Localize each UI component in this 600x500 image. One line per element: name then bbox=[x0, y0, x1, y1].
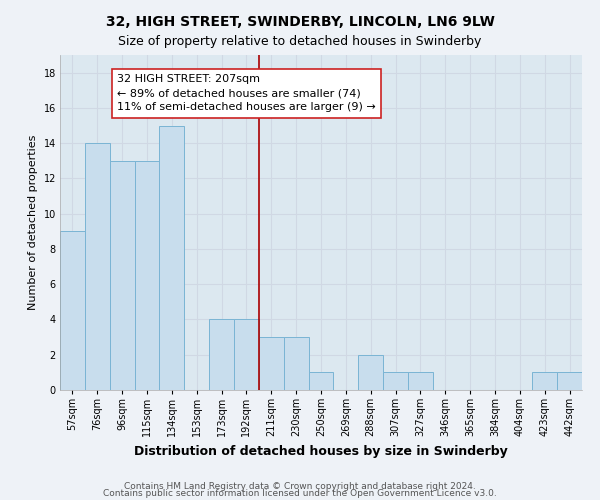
Bar bbox=[160, 126, 184, 390]
Text: Size of property relative to detached houses in Swinderby: Size of property relative to detached ho… bbox=[118, 35, 482, 48]
Bar bbox=[259, 337, 284, 390]
Bar bbox=[408, 372, 433, 390]
Bar bbox=[383, 372, 408, 390]
X-axis label: Distribution of detached houses by size in Swinderby: Distribution of detached houses by size … bbox=[134, 444, 508, 458]
Bar bbox=[110, 161, 134, 390]
Bar bbox=[284, 337, 308, 390]
Text: Contains public sector information licensed under the Open Government Licence v3: Contains public sector information licen… bbox=[103, 490, 497, 498]
Bar bbox=[308, 372, 334, 390]
Text: Contains HM Land Registry data © Crown copyright and database right 2024.: Contains HM Land Registry data © Crown c… bbox=[124, 482, 476, 491]
Bar bbox=[134, 161, 160, 390]
Text: 32, HIGH STREET, SWINDERBY, LINCOLN, LN6 9LW: 32, HIGH STREET, SWINDERBY, LINCOLN, LN6… bbox=[106, 15, 494, 29]
Bar bbox=[209, 320, 234, 390]
Bar bbox=[532, 372, 557, 390]
Bar bbox=[358, 354, 383, 390]
Bar bbox=[234, 320, 259, 390]
Text: 32 HIGH STREET: 207sqm
← 89% of detached houses are smaller (74)
11% of semi-det: 32 HIGH STREET: 207sqm ← 89% of detached… bbox=[117, 74, 376, 112]
Bar bbox=[557, 372, 582, 390]
Y-axis label: Number of detached properties: Number of detached properties bbox=[28, 135, 38, 310]
Bar bbox=[85, 143, 110, 390]
Bar bbox=[60, 232, 85, 390]
